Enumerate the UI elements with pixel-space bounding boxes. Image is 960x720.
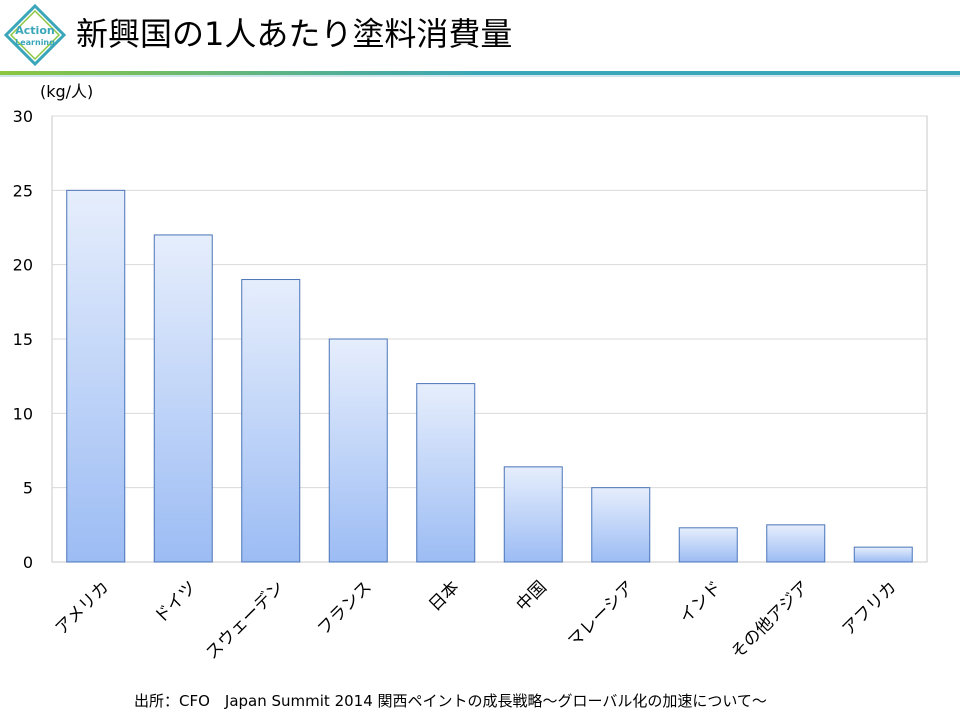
bar xyxy=(328,338,388,563)
x-tick-label: ドイツ xyxy=(151,577,201,627)
y-tick-label: 10 xyxy=(13,404,33,423)
bar xyxy=(766,524,826,563)
y-tick-label: 0 xyxy=(23,553,33,572)
x-tick-label: 中国 xyxy=(513,577,551,615)
x-tick-label: アフリカ xyxy=(839,577,901,639)
x-tick-label: フランス xyxy=(314,577,376,639)
bar xyxy=(241,279,301,563)
y-axis-unit-label: (kg/人) xyxy=(40,82,94,101)
y-tick-label: 20 xyxy=(13,256,33,275)
action-learning-logo: Action Learning xyxy=(4,4,66,66)
x-tick-label: その他アジア xyxy=(727,577,813,663)
y-tick-label: 15 xyxy=(13,330,33,349)
y-tick-label: 25 xyxy=(13,181,33,200)
logo-text-learning: Learning xyxy=(15,38,55,47)
bar xyxy=(416,383,476,563)
bar xyxy=(66,189,126,563)
bar xyxy=(503,466,563,563)
bar xyxy=(153,234,213,563)
y-tick-label: 5 xyxy=(23,479,33,498)
x-tick-label: マレーシア xyxy=(564,577,638,651)
bar xyxy=(678,527,738,563)
y-tick-label: 30 xyxy=(13,107,33,126)
source-note: 出所：CFO Japan Summit 2014 関西ペイントの成長戦略～グロー… xyxy=(134,692,767,710)
bar xyxy=(591,487,651,563)
x-tick-label: アメリカ xyxy=(52,577,114,639)
x-tick-label: インド xyxy=(676,577,726,627)
logo-text-action: Action xyxy=(15,24,54,37)
x-tick-label: スウェーデン xyxy=(201,577,288,664)
bar xyxy=(853,546,913,563)
title-divider xyxy=(0,71,960,77)
page-title: 新興国の1人あたり塗料消費量 xyxy=(76,15,513,53)
x-tick-label: 日本 xyxy=(425,577,463,615)
